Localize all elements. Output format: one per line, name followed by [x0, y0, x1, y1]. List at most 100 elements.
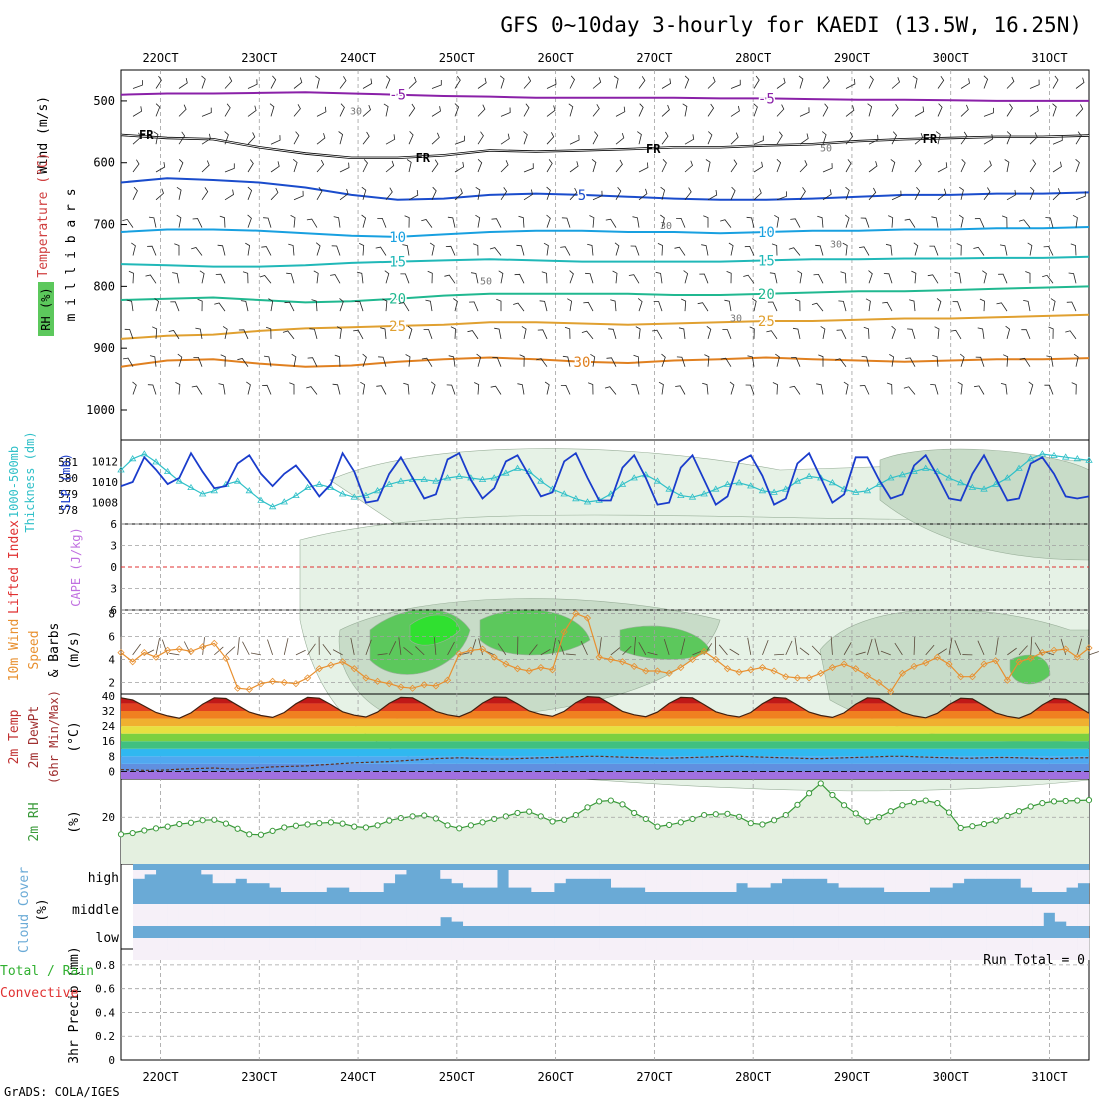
- cloud-gap-middle: [349, 904, 361, 926]
- cloud-gap-high: [690, 870, 703, 892]
- cloud-gap-high: [986, 870, 999, 879]
- cloud-gap-low: [702, 938, 714, 960]
- cloud-gap-low: [906, 938, 919, 960]
- y-tick-li--3: 3: [110, 540, 117, 553]
- x-tick-top-27OCT: 27OCT: [636, 51, 672, 65]
- axis-label-speed: Speed: [27, 630, 42, 669]
- cloud-gap-middle: [804, 904, 817, 926]
- y-tick-rh-20: 20: [102, 811, 115, 824]
- cloud-gap-high: [622, 870, 635, 888]
- wind-barb: [746, 216, 755, 228]
- x-tick-top-26OCT: 26OCT: [538, 51, 574, 65]
- wind10m-barb: [388, 641, 397, 656]
- wind-barb: [421, 219, 433, 228]
- thickness-point: [525, 467, 533, 474]
- cloud-gap-high: [349, 870, 361, 892]
- wind-barb: [745, 384, 755, 395]
- wind-barb: [912, 75, 918, 89]
- rh2m-point: [969, 823, 976, 830]
- cloud-gap-low: [565, 938, 578, 960]
- wind10m-point: [280, 678, 288, 687]
- wind10m-point: [572, 609, 580, 618]
- wind10m-barb: [937, 648, 948, 656]
- cloud-gap-high: [804, 870, 817, 879]
- wind-barb: [128, 270, 134, 284]
- wind-barb: [174, 243, 180, 256]
- wind-barb: [615, 106, 626, 117]
- rh2m-point: [316, 820, 323, 827]
- cloud-gap-middle: [656, 904, 669, 926]
- wind-barb: [794, 299, 801, 312]
- rh2m-point: [887, 808, 894, 815]
- rh2m-point: [864, 818, 871, 825]
- wind10m-barb: [403, 646, 413, 656]
- wind-barb: [568, 103, 574, 117]
- cloud-gap-high: [280, 870, 293, 892]
- cloud-gap-high: [1054, 870, 1067, 892]
- cloud-gap-low: [394, 938, 407, 960]
- wind-barb: [155, 162, 166, 173]
- wind-barb: [818, 354, 824, 367]
- wind-barb: [270, 75, 277, 89]
- wind-barb: [845, 105, 855, 117]
- cloud-gap-middle: [986, 904, 999, 926]
- cloud-gap-low: [269, 938, 282, 960]
- freezing-label-2: FR: [646, 142, 661, 156]
- wind-barb: [838, 300, 847, 312]
- wind10m-point: [653, 667, 662, 675]
- axis-label-wind-units: (m/s): [67, 630, 82, 669]
- cloud-gap-high: [702, 870, 714, 892]
- wind-barb: [362, 131, 370, 145]
- wind-barb: [339, 298, 344, 312]
- wind-barb: [377, 217, 387, 228]
- wind10m-barb: [794, 637, 798, 655]
- wind-barb: [657, 243, 663, 256]
- wind-barb: [959, 353, 965, 367]
- cloud-gap-low: [576, 938, 589, 960]
- rh2m-point: [572, 811, 579, 819]
- rh2m-point: [584, 804, 591, 811]
- thickness-point: [397, 477, 405, 484]
- wind-barb: [560, 384, 571, 395]
- wind-barb: [385, 187, 393, 201]
- cloud-gap-middle: [941, 904, 953, 926]
- wind-barb: [959, 186, 964, 200]
- wind-barb: [655, 271, 663, 284]
- wind-barb: [1068, 272, 1077, 284]
- wind-barb: [454, 161, 465, 173]
- freezing-label-1: FR: [416, 151, 431, 165]
- wind-barb: [684, 75, 690, 89]
- cloud-gap-middle: [884, 904, 896, 926]
- wind-barb: [605, 218, 617, 228]
- wind-barb: [707, 103, 715, 117]
- wind-barb: [977, 327, 985, 339]
- rh2m-point: [782, 811, 789, 819]
- cloud-gap-middle: [1054, 904, 1067, 922]
- wind10m-barb: [774, 653, 785, 656]
- wind-barb: [195, 327, 203, 339]
- cloud-gap-low: [929, 938, 942, 960]
- wind10m-point: [304, 674, 312, 682]
- cloud-gap-middle: [770, 904, 783, 926]
- isotherm-label--5-0: -5: [389, 88, 406, 104]
- wind-barb: [499, 75, 505, 89]
- wind10m-point: [688, 655, 697, 664]
- wind-barb: [772, 382, 778, 395]
- wind10m-point: [933, 653, 941, 661]
- cloud-gap-low: [133, 938, 145, 960]
- wind-barb: [541, 271, 548, 284]
- cloud-gap-high: [679, 870, 691, 892]
- temperature-band: [121, 733, 1089, 742]
- wind-barb: [523, 189, 533, 201]
- cloud-gap-middle: [736, 904, 748, 926]
- wind-barb: [334, 354, 341, 367]
- wind10m-barb: [747, 637, 752, 655]
- wind-barb: [293, 131, 300, 145]
- wind10m-barb: [622, 645, 632, 656]
- x-tick-bottom-28OCT: 28OCT: [735, 1070, 771, 1084]
- thickness-point: [1003, 474, 1012, 481]
- wind10m-point: [723, 665, 732, 673]
- cloud-gap-high: [815, 870, 828, 879]
- wind-barb: [820, 326, 826, 339]
- wind-barb: [697, 302, 709, 312]
